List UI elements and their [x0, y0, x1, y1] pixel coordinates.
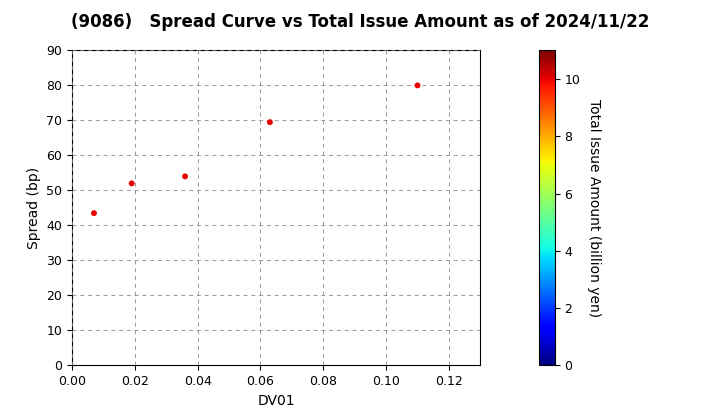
- X-axis label: DV01: DV01: [257, 394, 295, 408]
- Point: [179, 173, 191, 180]
- Point: [264, 119, 276, 126]
- Point: [89, 210, 100, 217]
- Text: (9086)   Spread Curve vs Total Issue Amount as of 2024/11/22: (9086) Spread Curve vs Total Issue Amoun…: [71, 13, 649, 31]
- Point: [126, 180, 138, 187]
- Y-axis label: Spread (bp): Spread (bp): [27, 167, 41, 249]
- Point: [412, 82, 423, 89]
- Y-axis label: Total Issue Amount (billion yen): Total Issue Amount (billion yen): [588, 99, 601, 317]
